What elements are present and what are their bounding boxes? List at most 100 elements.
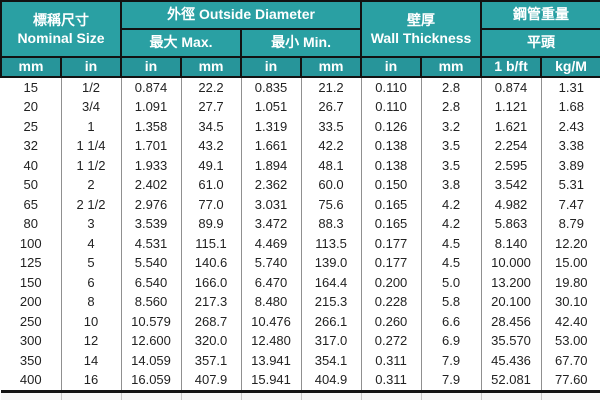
table-cell: 52.081 (480, 370, 542, 393)
table-cell: 3.89 (540, 155, 600, 175)
table-cell: 6 (60, 272, 122, 292)
table-cell: 33.5 (300, 116, 362, 136)
table-cell: 317.0 (300, 331, 362, 351)
table-cell: 0.110 (360, 76, 422, 97)
table-cell: 8.480 (240, 292, 302, 312)
table-cell: 0.138 (360, 136, 422, 156)
table-cell: 2.362 (240, 175, 302, 195)
table-cell: 27.7 (180, 97, 242, 117)
table-cell: 3/4 (60, 97, 122, 117)
unit-cell: kg/M (540, 56, 600, 78)
table-row: 350 14 14.059 357.1 13.941 354.1 0.311 7.9 45.43… (1, 350, 600, 370)
footer-empty-cell (300, 391, 362, 400)
table-cell: 6.6 (420, 311, 482, 331)
table-row: 400 16 16.059 407.9 15.941 404.9 0.311 7.9 52.08… (1, 370, 600, 393)
unit-cell: in (360, 56, 423, 78)
table-cell: 7.9 (420, 350, 482, 370)
table-cell: 10.000 (480, 253, 542, 273)
table-cell: 3.542 (480, 175, 542, 195)
unit-cell: in (120, 56, 183, 78)
table-cell: 404.9 (300, 370, 362, 393)
table-cell: 30.10 (540, 292, 600, 312)
table-cell: 4.469 (240, 233, 302, 253)
table-cell: 5.0 (420, 272, 482, 292)
table-row: 300 12 12.600 320.0 12.480 317.0 0.272 6.9 35.57… (1, 331, 600, 351)
table-cell: 20 (1, 97, 62, 117)
table-cell: 1 1/4 (60, 136, 122, 156)
footer-empty-cell (360, 391, 422, 400)
table-cell: 88.3 (300, 214, 362, 234)
table-cell: 4.2 (420, 194, 482, 214)
table-cell: 0.200 (360, 272, 422, 292)
table-cell: 1 (60, 116, 122, 136)
table-cell: 1.933 (120, 155, 182, 175)
table-row: 125 5 5.540 140.6 5.740 139.0 0.177 4.5 10.000 15… (1, 253, 600, 273)
table-cell: 43.2 (180, 136, 242, 156)
table-cell: 350 (1, 350, 62, 370)
table-cell: 89.9 (180, 214, 242, 234)
table-cell: 6.9 (420, 331, 482, 351)
table-cell: 32 (1, 136, 62, 156)
table-cell: 1.661 (240, 136, 302, 156)
table-cell: 0.835 (240, 76, 302, 97)
table-cell: 1.319 (240, 116, 302, 136)
table-cell: 0.110 (360, 97, 422, 117)
table-cell: 125 (1, 253, 62, 273)
unit-cell: 1 b/ft (480, 56, 543, 78)
table-cell: 3.5 (420, 136, 482, 156)
table-row: 32 1 1/4 1.701 43.2 1.661 42.2 0.138 3.5 2.254 3.… (1, 136, 600, 156)
table-cell: 320.0 (180, 331, 242, 351)
footer-empty-cell (60, 391, 122, 400)
table-cell: 12 (60, 331, 122, 351)
table-cell: 0.874 (120, 76, 182, 97)
unit-cell: mm (300, 56, 363, 78)
table-cell: 16 (60, 370, 122, 393)
table-cell: 217.3 (180, 292, 242, 312)
table-cell: 300 (1, 331, 62, 351)
table-cell: 13.200 (480, 272, 542, 292)
table-row: 100 4 4.531 115.1 4.469 113.5 0.177 4.5 8.140 12.… (1, 233, 600, 253)
footer-empty-cell (480, 391, 542, 400)
table-row: 150 6 6.540 166.0 6.470 164.4 0.200 5.0 13.200 19… (1, 272, 600, 292)
table-cell: 0.228 (360, 292, 422, 312)
table-cell: 2 (60, 175, 122, 195)
table-cell: 4 (60, 233, 122, 253)
table-cell: 1/2 (60, 76, 122, 97)
unit-cell: mm (180, 56, 243, 78)
table-row: 65 2 1/2 2.976 77.0 3.031 75.6 0.165 4.2 4.982 7.… (1, 194, 600, 214)
table-cell: 268.7 (180, 311, 242, 331)
unit-cell: mm (0, 56, 62, 78)
table-cell: 150 (1, 272, 62, 292)
table-cell: 164.4 (300, 272, 362, 292)
table-cell: 2.43 (540, 116, 600, 136)
table-cell: 5.740 (240, 253, 302, 273)
table-cell: 1.701 (120, 136, 182, 156)
table-cell: 15.941 (240, 370, 302, 393)
units-row: mm in in mm in mm in mm 1 b/ft kg/M (0, 56, 600, 78)
table-cell: 1.091 (120, 97, 182, 117)
table-cell: 60.0 (300, 175, 362, 195)
unit-cell: in (240, 56, 303, 78)
table-cell: 200 (1, 292, 62, 312)
unit-cell: mm (420, 56, 483, 78)
table-cell: 53.00 (540, 331, 600, 351)
header-nominal-size-zh: 標稱尺寸 (33, 11, 89, 28)
table-cell: 4.2 (420, 214, 482, 234)
table-cell: 5.863 (480, 214, 542, 234)
table-cell: 1.121 (480, 97, 542, 117)
table-row: 20 3/4 1.091 27.7 1.051 26.7 0.110 2.8 1.121 1.68 (1, 97, 600, 117)
table-cell: 65 (1, 194, 62, 214)
table-cell: 8.560 (120, 292, 182, 312)
header-row-2: 最大 Max. 最小 Min. 平頭 (1, 28, 600, 58)
table-cell: 6.540 (120, 272, 182, 292)
table-cell: 0.126 (360, 116, 422, 136)
table-cell: 139.0 (300, 253, 362, 273)
table-cell: 0.177 (360, 233, 422, 253)
table-cell: 1 1/2 (60, 155, 122, 175)
table-cell: 2.254 (480, 136, 542, 156)
table-cell: 215.3 (300, 292, 362, 312)
header-wall-thickness: 壁厚 Wall Thickness (360, 0, 483, 58)
table-cell: 48.1 (300, 155, 362, 175)
